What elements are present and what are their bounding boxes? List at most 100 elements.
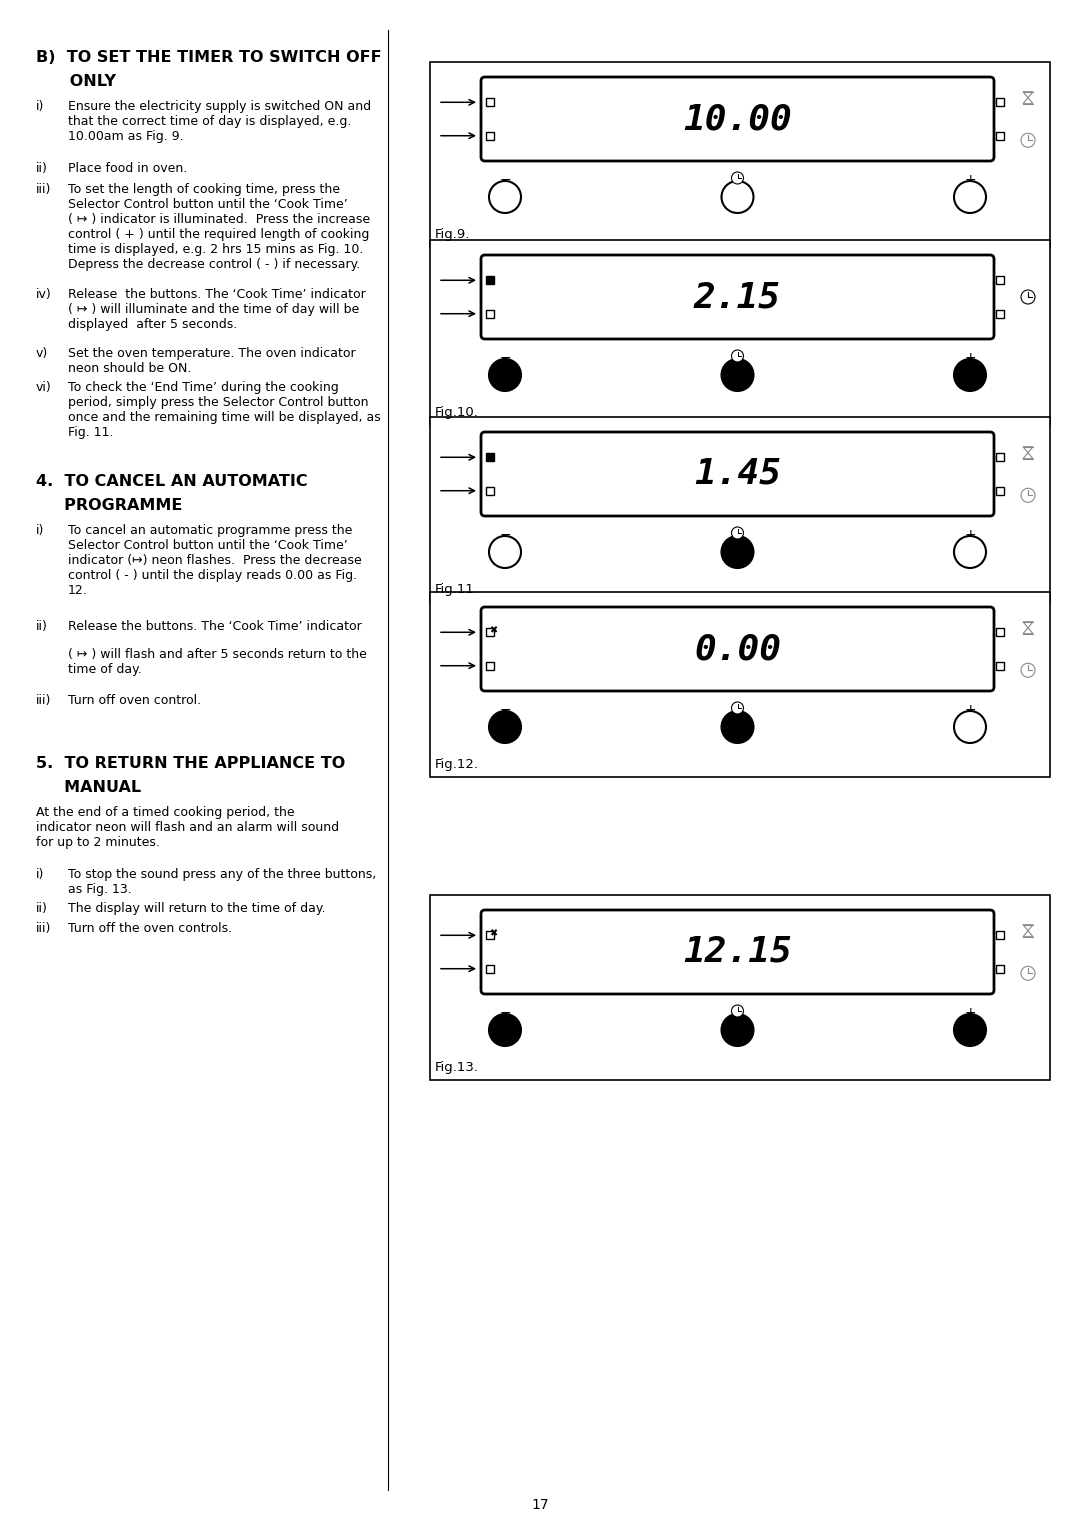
Text: 12.15: 12.15 [684,935,792,969]
Text: 10.00: 10.00 [684,102,792,136]
Text: vi): vi) [36,380,52,394]
Text: Ensure the electricity supply is switched ON and
that the correct time of day is: Ensure the electricity supply is switche… [68,99,372,144]
Circle shape [954,536,986,568]
Bar [486,662,494,669]
Circle shape [1021,966,1035,981]
Text: The display will return to the time of day.: The display will return to the time of d… [68,902,325,915]
Text: +: + [964,529,976,542]
Text: ii): ii) [36,620,48,633]
Text: 2.15: 2.15 [694,280,781,313]
Text: Set the oven temperature. The oven indicator
neon should be ON.: Set the oven temperature. The oven indic… [68,347,355,374]
Circle shape [1021,663,1035,677]
Text: +: + [964,1005,976,1021]
Text: i): i) [36,524,44,536]
Text: ii): ii) [36,902,48,915]
Text: −: − [499,703,511,717]
Text: Fig.11.: Fig.11. [435,584,480,596]
Text: Turn off oven control.: Turn off oven control. [68,694,201,707]
Text: Turn off the oven controls.: Turn off the oven controls. [68,921,232,935]
Text: Place food in oven.: Place food in oven. [68,162,187,176]
Text: ii): ii) [36,162,48,176]
Circle shape [721,711,754,743]
Bar [430,591,1050,778]
Text: ONLY: ONLY [36,73,116,89]
Text: −: − [499,351,511,365]
Bar [486,964,494,973]
Text: −: − [499,529,511,542]
Text: i): i) [36,868,44,882]
FancyBboxPatch shape [481,255,994,339]
FancyBboxPatch shape [481,432,994,516]
Bar [430,63,1050,248]
Text: ( ↦ ) will flash and after 5 seconds return to the
time of day.: ( ↦ ) will flash and after 5 seconds ret… [68,648,367,675]
Bar [486,131,494,139]
Bar [996,310,1004,318]
Circle shape [1021,133,1035,147]
Text: 0.00: 0.00 [694,633,781,666]
Text: 5.  TO RETURN THE APPLIANCE TO: 5. TO RETURN THE APPLIANCE TO [36,756,346,772]
Text: iii): iii) [36,694,52,707]
Bar [486,487,494,495]
Text: i): i) [36,99,44,113]
Text: iii): iii) [36,921,52,935]
Circle shape [489,180,521,212]
Text: 4.  TO CANCEL AN AUTOMATIC: 4. TO CANCEL AN AUTOMATIC [36,474,308,489]
Text: To check the ‘End Time’ during the cooking
period, simply press the Selector Con: To check the ‘End Time’ during the cooki… [68,380,381,439]
Text: +: + [964,703,976,717]
Circle shape [731,701,743,714]
Circle shape [489,536,521,568]
Text: +: + [964,351,976,365]
Circle shape [731,527,743,539]
Circle shape [954,1015,986,1047]
Bar [996,98,1004,107]
Bar [996,454,1004,461]
Bar [486,454,494,461]
Circle shape [731,173,743,183]
Text: Fig.13.: Fig.13. [435,1060,480,1074]
Bar [430,895,1050,1080]
Text: Fig.10.: Fig.10. [435,406,478,419]
Bar [486,310,494,318]
Bar [430,417,1050,602]
Text: To set the length of cooking time, press the
Selector Control button until the ‘: To set the length of cooking time, press… [68,183,370,270]
Bar [430,240,1050,425]
Bar [486,277,494,284]
Text: ✖: ✖ [489,625,497,636]
Circle shape [1021,489,1035,503]
Text: At the end of a timed cooking period, the
indicator neon will flash and an alarm: At the end of a timed cooking period, th… [36,805,339,850]
FancyBboxPatch shape [481,76,994,160]
Circle shape [731,350,743,362]
Text: −: − [499,1005,511,1021]
Bar [996,964,1004,973]
Circle shape [954,359,986,391]
Text: PROGRAMME: PROGRAMME [36,498,183,513]
Text: −: − [499,173,511,186]
Circle shape [721,359,754,391]
Bar [996,487,1004,495]
Text: ✖: ✖ [489,929,497,938]
FancyBboxPatch shape [481,607,994,691]
Circle shape [1021,290,1035,304]
Text: v): v) [36,347,49,361]
Bar [486,98,494,107]
Bar [486,931,494,940]
Bar [996,662,1004,669]
Bar [996,277,1004,284]
Bar [996,628,1004,636]
Text: B)  TO SET THE TIMER TO SWITCH OFF: B) TO SET THE TIMER TO SWITCH OFF [36,50,381,66]
Text: To cancel an automatic programme press the
Selector Control button until the ‘Co: To cancel an automatic programme press t… [68,524,362,597]
Text: To stop the sound press any of the three buttons,
as Fig. 13.: To stop the sound press any of the three… [68,868,376,895]
Circle shape [489,1015,521,1047]
Text: MANUAL: MANUAL [36,779,141,795]
Text: iii): iii) [36,183,52,196]
Text: Release the buttons. The ‘Cook Time’ indicator: Release the buttons. The ‘Cook Time’ ind… [68,620,362,633]
Circle shape [721,180,754,212]
Text: Release  the buttons. The ‘Cook Time’ indicator
( ↦ ) will illuminate and the ti: Release the buttons. The ‘Cook Time’ ind… [68,287,366,332]
FancyBboxPatch shape [481,911,994,995]
Bar [996,931,1004,940]
Circle shape [954,180,986,212]
Text: iv): iv) [36,287,52,301]
Circle shape [731,1005,743,1018]
Circle shape [489,711,521,743]
Text: Fig.12.: Fig.12. [435,758,480,772]
